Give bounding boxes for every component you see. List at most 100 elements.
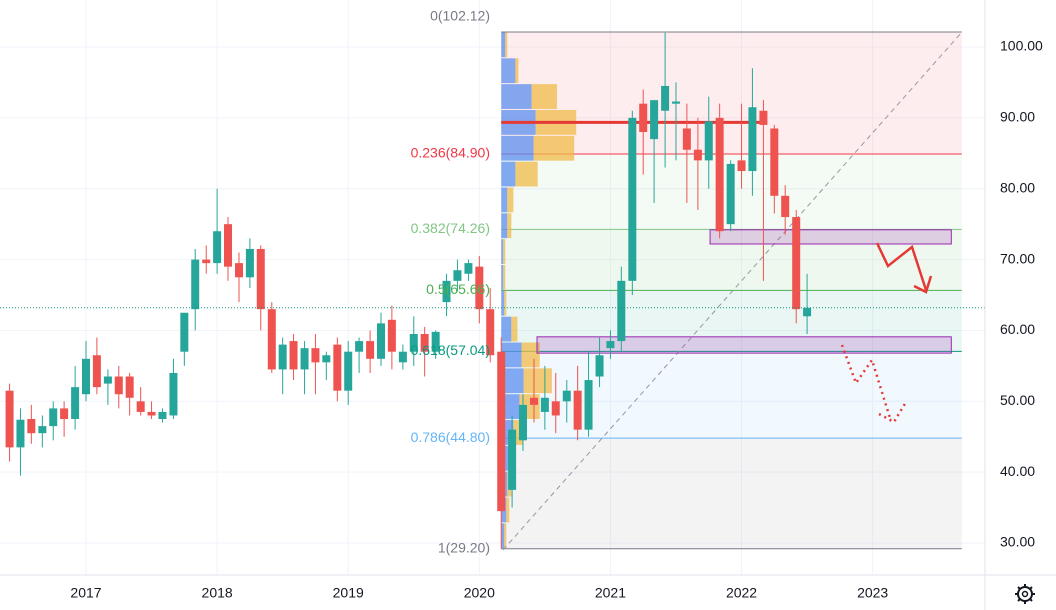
y-tick-label: 40.00 bbox=[1000, 463, 1035, 479]
volume-up bbox=[501, 316, 512, 342]
candle-body bbox=[759, 110, 768, 125]
volume-down bbox=[505, 32, 508, 58]
volume-up bbox=[501, 342, 522, 368]
volume-up bbox=[501, 58, 516, 84]
candle-body bbox=[344, 351, 353, 391]
candle-body bbox=[103, 376, 112, 384]
volume-down bbox=[515, 161, 538, 187]
candle-body bbox=[464, 263, 473, 274]
volume-up bbox=[501, 32, 506, 58]
candle-body bbox=[781, 195, 790, 218]
candle-body bbox=[529, 397, 538, 405]
candle-body bbox=[431, 331, 440, 352]
candle-body bbox=[147, 411, 156, 416]
fib-band bbox=[501, 290, 962, 352]
candle-body bbox=[213, 231, 222, 264]
candle-body bbox=[562, 390, 571, 402]
candle-body bbox=[497, 351, 506, 512]
overlay: 0(102.12) 0.236(84.90) 0.382(74.26) 0.5(65.… bbox=[0, 8, 985, 555]
candle-body bbox=[27, 419, 36, 434]
projection-arrows bbox=[840, 242, 933, 424]
candle-body bbox=[475, 266, 484, 310]
volume-up bbox=[501, 187, 508, 213]
candle-body bbox=[169, 372, 178, 416]
fib-label: 0(102.12) bbox=[430, 8, 490, 24]
candle-body bbox=[267, 309, 276, 370]
candle-body bbox=[223, 224, 232, 267]
candles bbox=[5, 32, 812, 549]
candle-body bbox=[540, 397, 549, 412]
candle-body bbox=[82, 358, 91, 395]
candle-body bbox=[191, 259, 200, 310]
volume-down bbox=[513, 420, 524, 445]
candle-body bbox=[71, 387, 80, 420]
candle-body bbox=[92, 355, 101, 388]
candle-body bbox=[387, 319, 396, 352]
candle-body bbox=[704, 121, 713, 161]
candle-body bbox=[715, 117, 724, 232]
volume-down bbox=[523, 368, 552, 394]
fib-retracement bbox=[501, 31, 962, 550]
candle-body bbox=[202, 259, 211, 264]
y-tick-label: 90.00 bbox=[1000, 109, 1035, 125]
candle-body bbox=[158, 411, 167, 420]
candle-body bbox=[628, 117, 637, 281]
gear-teeth bbox=[1015, 584, 1035, 604]
volume-up bbox=[501, 213, 508, 239]
candle-body bbox=[420, 333, 429, 352]
candle-body bbox=[803, 307, 812, 317]
arrow-solid bbox=[875, 242, 928, 291]
arrow-head bbox=[913, 275, 933, 294]
candle-body bbox=[245, 248, 254, 278]
candle-body bbox=[398, 351, 407, 363]
candle-body bbox=[333, 344, 342, 391]
trend-line bbox=[502, 31, 963, 551]
candle-body bbox=[737, 160, 746, 171]
candle-body bbox=[409, 333, 418, 352]
candle-body bbox=[671, 101, 680, 104]
volume-up bbox=[501, 135, 534, 161]
candle-body bbox=[125, 376, 134, 398]
candle-body bbox=[311, 348, 320, 363]
y-tick-label: 30.00 bbox=[1000, 534, 1035, 550]
y-tick-label: 70.00 bbox=[1000, 250, 1035, 266]
fib-label: 1(29.20) bbox=[438, 539, 490, 555]
x-tick-label: 2023 bbox=[857, 585, 888, 601]
candle-body bbox=[595, 355, 604, 377]
arrow-dotted bbox=[840, 344, 892, 419]
axes: 30.00 40.00 50.00 60.00 70.00 80.00 90.00 100.0… bbox=[70, 38, 1043, 601]
x-tick-label: 2021 bbox=[595, 585, 626, 601]
grid bbox=[0, 0, 985, 575]
candle-body bbox=[136, 401, 145, 412]
candle-body bbox=[355, 341, 364, 352]
candle-body bbox=[180, 312, 189, 352]
candle-body bbox=[322, 355, 331, 363]
fib-label: 0.5(65.66) bbox=[426, 281, 490, 297]
candle-body bbox=[693, 149, 702, 161]
zones bbox=[536, 229, 952, 354]
candle-body bbox=[60, 408, 69, 420]
candle-body bbox=[453, 270, 462, 281]
volume-down bbox=[531, 84, 557, 109]
y-tick-label: 100.00 bbox=[1000, 38, 1043, 54]
fib-label: 0.618(57.04) bbox=[411, 342, 490, 358]
volume-down bbox=[507, 213, 512, 239]
candle-body bbox=[639, 103, 648, 133]
y-tick-label: 80.00 bbox=[1000, 179, 1035, 195]
candle-body bbox=[726, 163, 735, 225]
candle-body bbox=[770, 128, 779, 196]
settings-button[interactable] bbox=[1015, 584, 1035, 604]
candle-body bbox=[376, 323, 385, 359]
x-tick-label: 2022 bbox=[726, 585, 757, 601]
zone bbox=[536, 336, 952, 354]
candle-body bbox=[289, 341, 298, 370]
candle-body bbox=[49, 408, 58, 427]
candle-body bbox=[16, 419, 25, 448]
x-tick-label: 2019 bbox=[333, 585, 364, 601]
volume-down bbox=[503, 264, 506, 290]
volume-up bbox=[501, 445, 510, 471]
candle-body bbox=[486, 309, 495, 356]
candle-body bbox=[617, 280, 626, 342]
